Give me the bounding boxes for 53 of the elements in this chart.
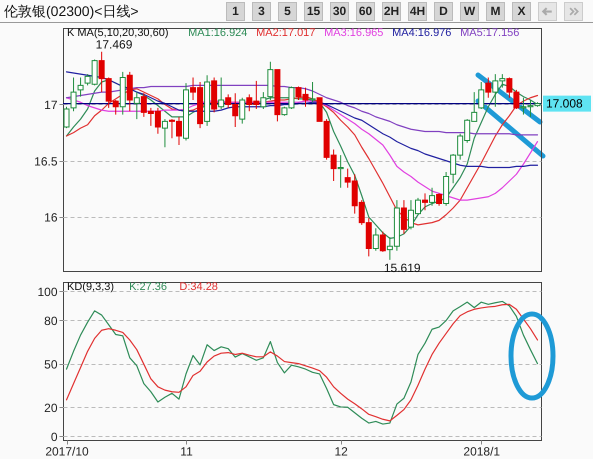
candlestick [78,77,84,98]
annotation: 17.469 [96,38,133,52]
text: MA2:17.017 [256,27,316,39]
text: 3 [252,2,271,21]
x-tick-label: 11 [180,444,194,458]
x-tick-label: 2018/1 [463,444,500,458]
chart-title: 伦敦银(02300)<日线> [4,3,139,21]
text: 5 [278,2,297,21]
text: 4H [408,2,427,21]
candlestick [260,92,266,110]
text: D:34.28 [179,281,218,293]
text: 2H [382,2,401,21]
y-tick-label: 20 [44,400,58,415]
y-tick-label: 80 [44,314,58,328]
candlestick [70,77,77,112]
text: MA3:16.965 [324,27,384,39]
candlestick [162,118,168,148]
text: W [460,2,479,21]
x-tick-label: 2017/10 [45,444,90,458]
text: 15 [304,2,323,21]
legend-title: KD(9,3,3) [67,281,114,293]
text: MA5:17.156 [460,27,520,39]
text: X [512,2,531,21]
text: MA1:16.924 [188,27,248,39]
candlestick [429,187,436,206]
text: M [486,2,505,21]
x-tick-label: 12 [334,444,348,458]
candlestick [380,231,386,252]
text: MA4:16.976 [392,27,452,39]
y-tick-label: 100 [37,284,58,299]
text: 60 [356,2,375,21]
candlestick [372,228,379,252]
candlestick [478,82,484,110]
candlestick [239,97,246,124]
y-tick-label: 17 [44,98,58,112]
candlestick [436,192,442,206]
text: D [434,2,453,21]
candlestick [134,92,140,120]
text: 1 [226,2,245,21]
legend-title: K MA(5,10,20,30,60) [67,27,169,39]
y-tick-label: 16 [44,210,58,224]
text: 30 [330,2,349,21]
candlestick [218,77,224,110]
candlestick [422,192,428,211]
candlestick [400,200,407,234]
candlestick [485,77,492,98]
y-tick-label: 0 [50,430,58,444]
candlestick [310,82,316,103]
ref-line-label: 17.008 [546,96,584,111]
candlestick [338,154,344,188]
text: K:27.36 [129,281,168,293]
y-tick-label: 50 [44,357,58,372]
y-tick-label: 16.5 [34,154,58,168]
